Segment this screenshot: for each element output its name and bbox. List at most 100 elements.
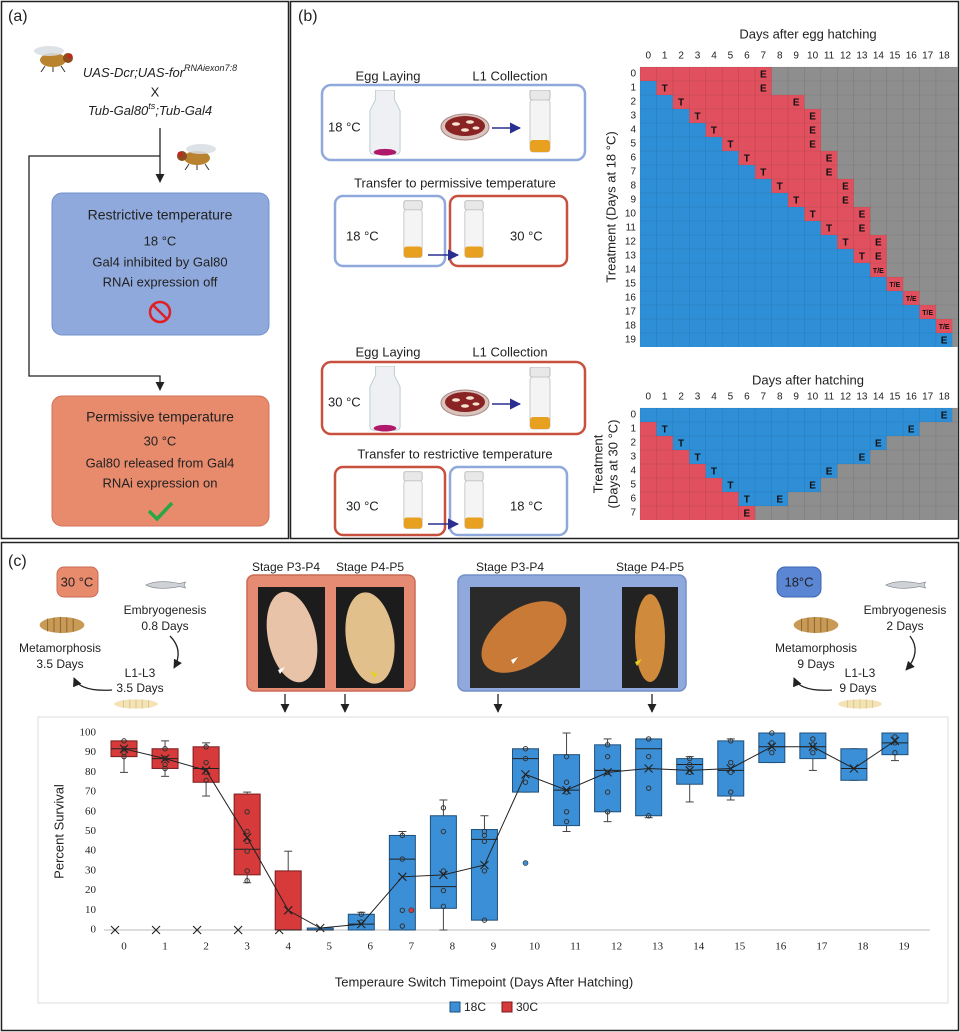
vial-icon [404,472,422,529]
cell-mark: T [678,439,684,450]
grid-y-title: (Days at 30 °C) [605,419,620,508]
x-tick-label: 14 [693,941,705,953]
y-tick-label: 80 [85,766,97,778]
cell-mark: E [826,168,833,179]
x-tick-label: 11 [570,941,581,953]
outlier [523,861,528,866]
column-label: 17 [922,392,934,403]
pupa-photo [258,587,325,688]
grid-cell-red [640,450,689,464]
cell-mark: E [809,126,816,137]
cell-mark: T [727,481,733,492]
cell-mark: E [842,196,849,207]
panel-label: (c) [8,553,27,570]
cell-mark: T [859,252,865,263]
cell-mark: T [760,168,766,179]
embryo-icon [886,582,926,589]
box [513,749,539,792]
row-label: 2 [630,438,636,449]
cell-mark: T/E [922,310,933,317]
row-label: 3 [630,111,636,122]
stage-label: Embryogenesis [864,603,947,617]
cell-mark: E [760,84,767,95]
column-label: 6 [744,51,750,62]
row-label: 15 [625,279,637,290]
x-tick-label: 1 [162,941,168,953]
x-tick-label: 6 [368,941,374,953]
row-label: 6 [630,494,636,505]
cell-mark: E [842,182,849,193]
step-label: L1 Collection [472,344,547,359]
cell-mark: E [941,336,948,347]
x-tick-label: 19 [898,941,910,953]
row-label: 7 [630,167,636,178]
x-tick-label: 9 [491,941,497,953]
box [841,749,867,781]
row-label: 17 [625,307,637,318]
temp-label: 18 °C [346,228,379,243]
arrow [170,636,178,668]
cell-mark: E [908,425,915,436]
x-axis-title: Temperaure Switch Timepoint (Days After … [335,974,633,989]
y-tick-label: 10 [85,904,97,916]
row-label: 7 [630,508,636,519]
cell-mark: T [662,425,668,436]
row-label: 6 [630,153,636,164]
column-label: 8 [777,392,783,403]
stage-label: L1-L3 [845,666,876,680]
temp-label: 18 °C [328,119,361,134]
box [389,835,415,930]
figure: (a) UAS-Dcr;UAS-forRNAiexon7:8 X Tub-Gal… [0,0,960,1032]
transfer-label: Transfer to permissive temperature [354,175,556,190]
grid-cell-blue [640,165,755,179]
column-label: 13 [856,392,868,403]
y-axis-title: Percent Survival [51,784,66,879]
x-tick-label: 0 [121,941,127,953]
grid-y-title: Treatment [590,434,605,493]
x-tick-label: 13 [652,941,664,953]
legend-label: 30C [516,1000,538,1014]
box [234,794,260,875]
column-label: 8 [777,51,783,62]
column-label: 5 [728,392,734,403]
y-tick-label: 0 [91,924,97,936]
cell-mark: E [760,70,767,81]
column-label: 11 [824,51,835,62]
box [882,733,908,755]
column-label: 7 [761,392,767,403]
box-text: Gal4 inhibited by Gal80 [92,254,227,269]
temp-label: 30 °C [328,394,361,409]
column-label: 12 [840,392,852,403]
pupa-photo [336,587,404,688]
column-label: 12 [840,51,852,62]
x-tick-label: 15 [734,941,746,953]
row-label: 0 [630,410,636,421]
legend-label: 18C [464,1000,486,1014]
cell-mark: T [694,453,700,464]
larva-icon [838,699,882,708]
bottle-icon [370,90,400,156]
row-label: 4 [630,466,636,477]
cell-mark: T [810,210,816,221]
column-label: 3 [695,51,701,62]
box-text: RNAi expression off [103,274,218,289]
box-temp: 18 °C [144,233,177,248]
fly-icon [34,46,73,72]
row-label: 0 [630,69,636,80]
box-text: RNAi expression on [103,475,218,490]
grid-cell-red [706,123,821,137]
cell-mark: E [859,224,866,235]
y-tick-label: 30 [85,864,97,876]
x-tick-label: 10 [529,941,541,953]
cell-mark: T [826,224,832,235]
grid-cell-blue [673,436,887,450]
vial-icon [404,201,422,258]
vial-icon [465,472,483,529]
column-label: 9 [793,392,799,403]
grid-title: Days after hatching [752,372,864,387]
grid-cell-red [640,422,656,436]
row-label: 13 [625,251,637,262]
cell-mark: T [842,238,848,249]
cell-mark: E [859,210,866,221]
cell-mark: E [744,509,751,520]
